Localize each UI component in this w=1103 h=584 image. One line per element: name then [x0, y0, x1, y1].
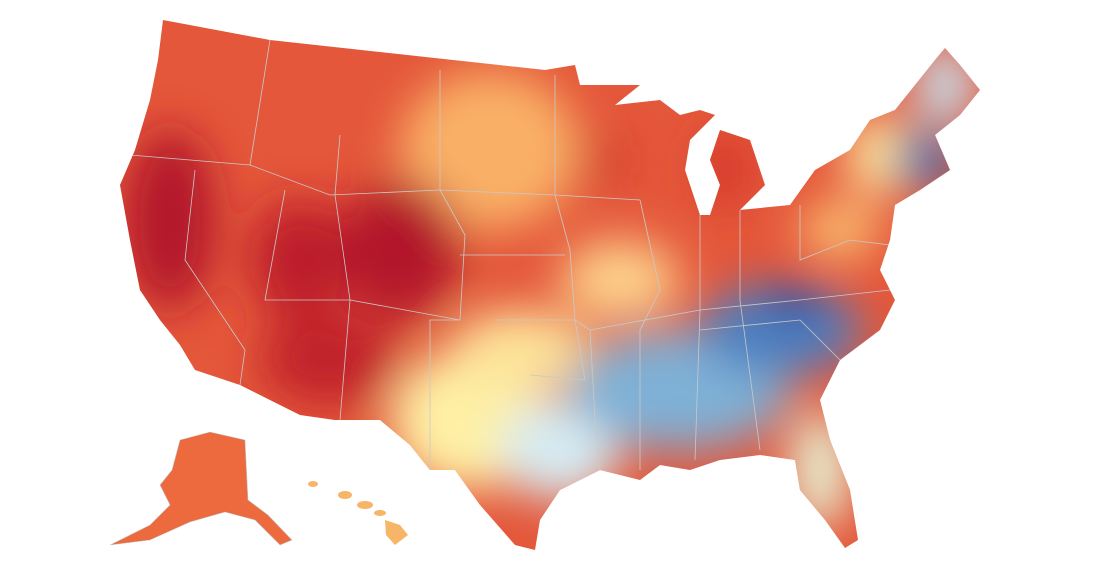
alaska [109, 431, 293, 546]
hawaii [308, 481, 408, 545]
state-lines [129, 39, 891, 471]
